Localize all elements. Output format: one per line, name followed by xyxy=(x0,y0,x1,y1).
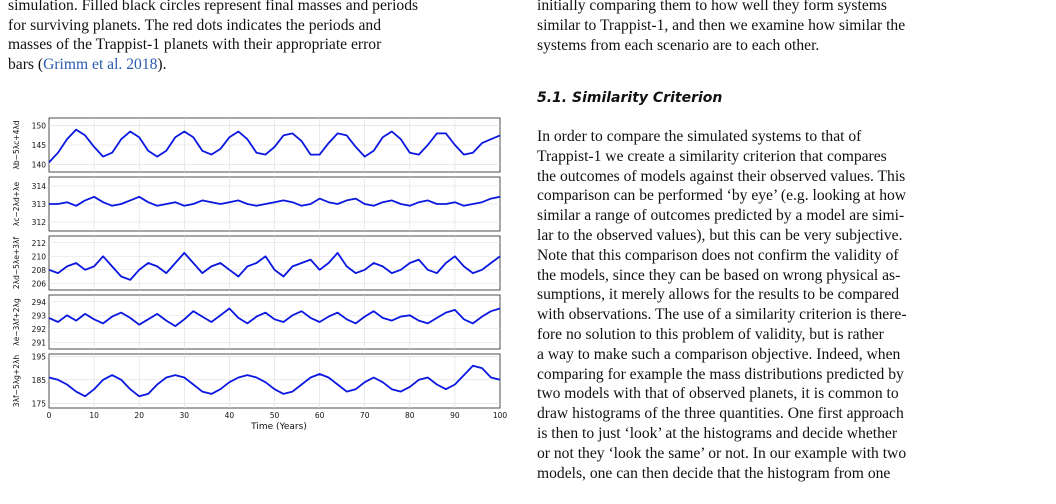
x-tick-label: 10 xyxy=(89,411,99,420)
y-axis-label: 2λd−5λe+3λf xyxy=(12,237,21,290)
y-tick-label: 145 xyxy=(32,141,47,150)
x-tick-label: 90 xyxy=(450,411,460,420)
data-series-line xyxy=(48,307,501,327)
x-tick-label: 80 xyxy=(405,411,415,420)
y-tick-label: 314 xyxy=(32,182,47,191)
intro-paragraph: initially comparing them to how well the… xyxy=(537,0,1050,55)
text-line: a way to make such a comparison objectiv… xyxy=(537,345,901,363)
text-line: is then to just ‘look’ at the histograms… xyxy=(537,424,898,442)
caption-prefix: bars ( xyxy=(8,55,44,73)
y-tick-label: 313 xyxy=(32,200,47,209)
text-line: models, one can then decide that the his… xyxy=(537,464,891,482)
data-series-line xyxy=(48,128,501,164)
text-line: Note that this comparison does not confi… xyxy=(537,246,899,264)
y-tick-label: 294 xyxy=(32,298,47,307)
y-tick-label: 212 xyxy=(32,239,47,248)
x-tick-label: 30 xyxy=(180,411,190,420)
resonance-angle-figure: 150 145 140 λb−5λc+4λd 314 313 312 λc−2λd+λe 212… xyxy=(12,117,508,432)
text-line: systems from each scenario are to each o… xyxy=(537,36,820,54)
y-tick-label: 150 xyxy=(32,122,47,131)
y-tick-label: 185 xyxy=(32,376,47,385)
caption-line-last: bars (Grimm et al. 2018). xyxy=(8,55,508,75)
x-tick-label: 20 xyxy=(134,411,144,420)
text-line: two models with that of observed planets… xyxy=(537,385,899,403)
x-tick-label: 50 xyxy=(270,411,280,420)
y-axis-label: λe−3λf+2λg xyxy=(12,298,21,346)
text-line: comparison can be performed ‘by eye’ (e.… xyxy=(537,187,907,205)
section-heading: 5.1. Similarity Criterion xyxy=(537,90,723,106)
x-tick-label: 40 xyxy=(225,411,235,420)
text-line: draw histograms of the three quantities.… xyxy=(537,405,904,423)
y-tick-label: 291 xyxy=(32,338,47,347)
text-line: Trappist-1 we create a similarity criter… xyxy=(537,147,887,165)
body-paragraph: In order to compare the simulated system… xyxy=(537,127,1050,483)
y-tick-label: 293 xyxy=(32,311,47,320)
text-line: comparing for example the mass distribut… xyxy=(537,365,904,383)
caption-line: masses of the Trappist-1 planets with th… xyxy=(8,36,382,54)
data-series-line xyxy=(48,364,501,398)
y-tick-label: 210 xyxy=(32,252,47,261)
y-tick-label: 140 xyxy=(32,160,47,169)
y-tick-label: 175 xyxy=(32,399,47,408)
y-tick-label: 195 xyxy=(32,352,47,361)
text-line: In order to compare the simulated system… xyxy=(537,128,862,145)
y-axis-label: λc−2λd+λe xyxy=(12,182,21,227)
x-tick-label: 60 xyxy=(315,411,325,420)
x-tick-label: 70 xyxy=(360,411,370,420)
text-line: similar to Trappist-1, and then we exami… xyxy=(537,16,906,34)
y-tick-label: 292 xyxy=(32,325,47,334)
y-axis-label: 3λf−5λg+2λh xyxy=(12,355,21,408)
citation-link[interactable]: Grimm et al. 2018 xyxy=(43,55,158,73)
text-line: the models, since they can be based on w… xyxy=(537,266,901,284)
text-line: or not they ‘look the same’ or not. In o… xyxy=(537,444,907,462)
text-line: lar to the observed values), but this ca… xyxy=(537,226,903,244)
figure-caption-previous: simulation. Filled black circles represe… xyxy=(0,0,508,74)
text-line: with observations. The use of a similari… xyxy=(537,306,907,324)
text-line: the outcomes of models against their obs… xyxy=(537,167,906,185)
y-tick-label: 312 xyxy=(32,218,47,227)
text-line: fore no solution to this problem of vali… xyxy=(537,325,884,343)
text-line: sumptions, it merely allows for the resu… xyxy=(537,286,900,304)
y-tick-label: 208 xyxy=(32,266,47,275)
caption-line: simulation. Filled black circles represe… xyxy=(8,0,419,14)
data-series-line xyxy=(48,252,501,281)
x-axis-label: Time (Years) xyxy=(250,422,307,432)
data-series-line xyxy=(49,195,501,207)
x-tick-label: 100 xyxy=(493,411,508,420)
caption-suffix: ). xyxy=(157,55,167,73)
y-axis-label: λb−5λc+4λd xyxy=(12,120,21,169)
text-line: similar a range of outcomes predicted by… xyxy=(537,207,905,225)
y-tick-label: 206 xyxy=(32,279,47,288)
text-line: initially comparing them to how well the… xyxy=(537,0,887,14)
caption-line: for surviving planets. The red dots indi… xyxy=(8,16,382,34)
x-tick-label: 0 xyxy=(47,411,52,420)
